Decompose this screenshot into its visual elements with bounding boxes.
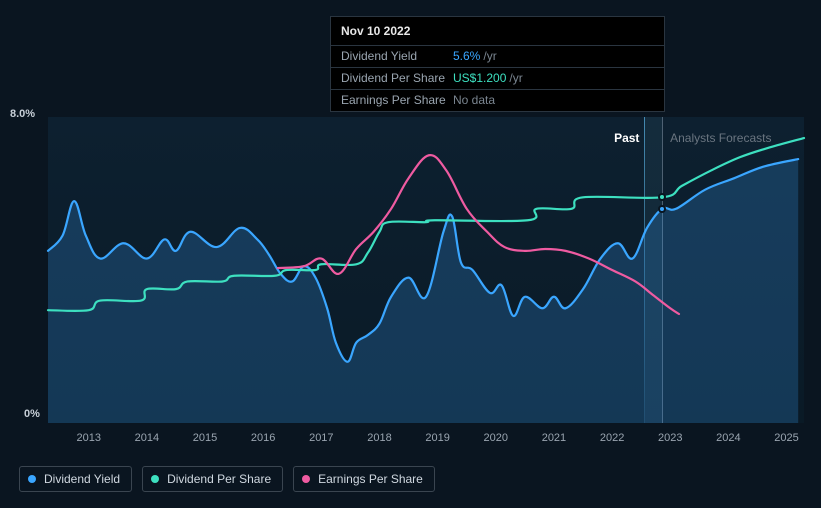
x-tick: 2014 — [135, 432, 159, 444]
tooltip-row-label: Dividend Per Share — [341, 71, 453, 85]
tooltip-row-suffix: /yr — [483, 49, 496, 63]
plot-area[interactable]: Past Analysts Forecasts — [48, 117, 804, 423]
x-tick: 2015 — [193, 432, 217, 444]
tooltip-row-value: No data — [453, 93, 495, 107]
y-axis-min: 0% — [24, 408, 40, 420]
x-tick: 2019 — [425, 432, 449, 444]
x-tick: 2023 — [658, 432, 682, 444]
x-tick: 2022 — [600, 432, 624, 444]
chart-lines — [48, 117, 804, 423]
x-tick: 2024 — [716, 432, 740, 444]
legend-item[interactable]: Earnings Per Share — [293, 466, 435, 492]
x-tick: 2016 — [251, 432, 275, 444]
x-tick: 2013 — [76, 432, 100, 444]
chart-tooltip: Nov 10 2022 Dividend Yield5.6%/yrDividen… — [330, 16, 665, 112]
x-tick: 2020 — [484, 432, 508, 444]
tooltip-row-value: US$1.200 — [453, 71, 506, 85]
legend-item[interactable]: Dividend Yield — [19, 466, 132, 492]
tooltip-row: Dividend Per ShareUS$1.200/yr — [331, 67, 664, 89]
x-tick: 2017 — [309, 432, 333, 444]
legend-dot-icon — [151, 475, 159, 483]
series-fill — [48, 159, 798, 423]
x-tick: 2018 — [367, 432, 391, 444]
x-axis: 2013 2014 2015 2016 2017 2018 2019 2020 2021 2022… — [48, 432, 804, 452]
x-tick: 2025 — [774, 432, 798, 444]
legend-dot-icon — [28, 475, 36, 483]
tooltip-row: Dividend Yield5.6%/yr — [331, 45, 664, 67]
legend-label: Dividend Yield — [44, 472, 120, 486]
legend-label: Earnings Per Share — [318, 472, 423, 486]
legend-label: Dividend Per Share — [167, 472, 271, 486]
dividend-chart: Nov 10 2022 Dividend Yield5.6%/yrDividen… — [0, 0, 821, 508]
chart-legend: Dividend Yield Dividend Per Share Earnings… — [19, 466, 435, 492]
legend-item[interactable]: Dividend Per Share — [142, 466, 283, 492]
series-marker — [658, 205, 666, 213]
legend-dot-icon — [302, 475, 310, 483]
tooltip-row-value: 5.6% — [453, 49, 480, 63]
y-axis-max: 8.0% — [10, 108, 35, 120]
series-marker — [658, 193, 666, 201]
tooltip-date: Nov 10 2022 — [331, 17, 664, 45]
tooltip-row: Earnings Per ShareNo data — [331, 89, 664, 111]
tooltip-row-label: Dividend Yield — [341, 49, 453, 63]
x-tick: 2021 — [542, 432, 566, 444]
tooltip-row-label: Earnings Per Share — [341, 93, 453, 107]
tooltip-row-suffix: /yr — [509, 71, 522, 85]
